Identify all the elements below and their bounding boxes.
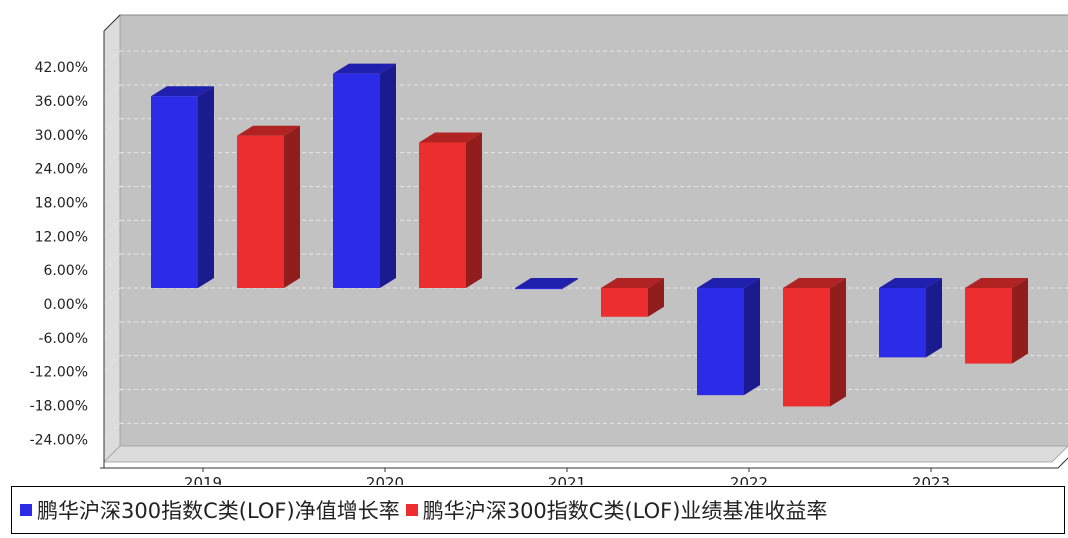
bar-series-2 bbox=[965, 278, 1028, 364]
grid-line-side bbox=[103, 186, 121, 203]
bar-series-2-side bbox=[466, 132, 482, 288]
bar-series-1-front bbox=[151, 96, 198, 289]
plot-left-wall bbox=[103, 14, 121, 463]
bar-series-2-top bbox=[965, 278, 1028, 288]
bar-series-1-top bbox=[697, 278, 760, 288]
bar-series-2-top bbox=[783, 278, 846, 288]
bar-series-2-front bbox=[601, 288, 648, 317]
bar-series-1-top bbox=[879, 278, 942, 288]
bar-series-1-side bbox=[198, 86, 214, 289]
bar-chart: 42.00% 36.00% 30.00% 24.00% 18.00% 12.00% 6.00… bbox=[30, 14, 1068, 492]
grid-line-side bbox=[103, 253, 121, 271]
x-tick-label: 2019 bbox=[184, 474, 222, 485]
bar-series-1-side bbox=[562, 278, 578, 290]
legend-label-series-1: 鹏华沪深300指数C类(LOF)净值增长率 bbox=[37, 499, 400, 523]
bar-series-2 bbox=[419, 132, 482, 288]
x-tick-label: 2021 bbox=[548, 474, 586, 485]
y-tick-label: -24.00% bbox=[30, 432, 88, 448]
bar-series-1-top bbox=[515, 278, 578, 288]
bar-series-2-top bbox=[601, 278, 664, 288]
bar-series-1-side bbox=[744, 278, 760, 396]
grid-line-side bbox=[103, 321, 121, 339]
grid-line-side bbox=[103, 287, 121, 305]
bar-series-1-top bbox=[151, 86, 214, 97]
grid-line-side bbox=[103, 152, 121, 169]
legend-item-series-2: 鹏华沪深300指数C类(LOF)业绩基准收益率 bbox=[405, 495, 828, 525]
bar-series-1 bbox=[515, 278, 578, 290]
y-tick-label: 36.00% bbox=[35, 94, 88, 110]
y-tick-label: 12.00% bbox=[35, 229, 88, 245]
legend-item-series-1: 鹏华沪深300指数C类(LOF)净值增长率 bbox=[20, 495, 400, 525]
x-tick-label: 2022 bbox=[730, 474, 768, 485]
bar-series-2-top bbox=[237, 125, 300, 136]
y-tick-label: -18.00% bbox=[30, 399, 88, 415]
bar-series-2-front bbox=[419, 142, 466, 288]
bar-series-2 bbox=[237, 125, 300, 288]
bar-series-2 bbox=[601, 278, 664, 317]
bar-series-2-top bbox=[419, 132, 482, 143]
x-tick-label: 2020 bbox=[366, 474, 404, 485]
bar-series-1-front bbox=[333, 73, 380, 289]
bar-series-1-side bbox=[926, 278, 942, 358]
bar-series-1-front bbox=[515, 288, 562, 290]
bar-series-2-front bbox=[965, 288, 1012, 364]
bar-series-1 bbox=[333, 63, 396, 289]
bar-series-2-side bbox=[284, 125, 300, 288]
bar-series-1-front bbox=[879, 288, 926, 358]
bar-series-2-side bbox=[830, 278, 846, 407]
bar-series-1 bbox=[879, 278, 942, 358]
grid-line-side bbox=[103, 84, 121, 102]
y-tick-label: 6.00% bbox=[44, 263, 88, 279]
grid-line-side bbox=[103, 423, 121, 440]
bar-series-2-side bbox=[648, 278, 664, 317]
y-tick-label: -6.00% bbox=[38, 331, 88, 347]
y-tick-label: -12.00% bbox=[30, 365, 88, 381]
bar-series-2-front bbox=[237, 135, 284, 288]
chart-legend: 鹏华沪深300指数C类(LOF)净值增长率 鹏华沪深300指数C类(LOF)业绩… bbox=[11, 486, 1065, 534]
bar-series-1 bbox=[151, 86, 214, 289]
grid-line-side bbox=[103, 50, 121, 68]
legend-swatch-series-1 bbox=[20, 504, 32, 516]
grid-line-side bbox=[103, 389, 121, 406]
bar-series-2-side bbox=[1012, 278, 1028, 364]
y-tick-label: 0.00% bbox=[44, 297, 88, 313]
grid-line-side bbox=[103, 355, 121, 373]
bar-series-1 bbox=[697, 278, 760, 396]
bar-series-1-side bbox=[380, 63, 396, 289]
bar-series-1-front bbox=[697, 288, 744, 396]
bar-series-2 bbox=[783, 278, 846, 407]
plot-floor bbox=[103, 445, 1068, 463]
x-tick-label: 2023 bbox=[912, 474, 950, 485]
y-tick-label: 18.00% bbox=[35, 195, 88, 211]
y-axis-top-edge bbox=[103, 14, 121, 32]
y-tick-label: 30.00% bbox=[35, 128, 88, 144]
bar-series-2-front bbox=[783, 288, 830, 407]
legend-swatch-series-2 bbox=[405, 504, 418, 516]
grid-line-side bbox=[103, 118, 121, 136]
x-axis-end bbox=[1057, 457, 1068, 469]
bar-series-1-top bbox=[333, 63, 396, 74]
legend-label-series-2: 鹏华沪深300指数C类(LOF)业绩基准收益率 bbox=[422, 499, 828, 523]
y-tick-label: 42.00% bbox=[35, 60, 88, 76]
y-tick-label: 24.00% bbox=[35, 162, 88, 178]
grid-line-side bbox=[103, 219, 121, 237]
